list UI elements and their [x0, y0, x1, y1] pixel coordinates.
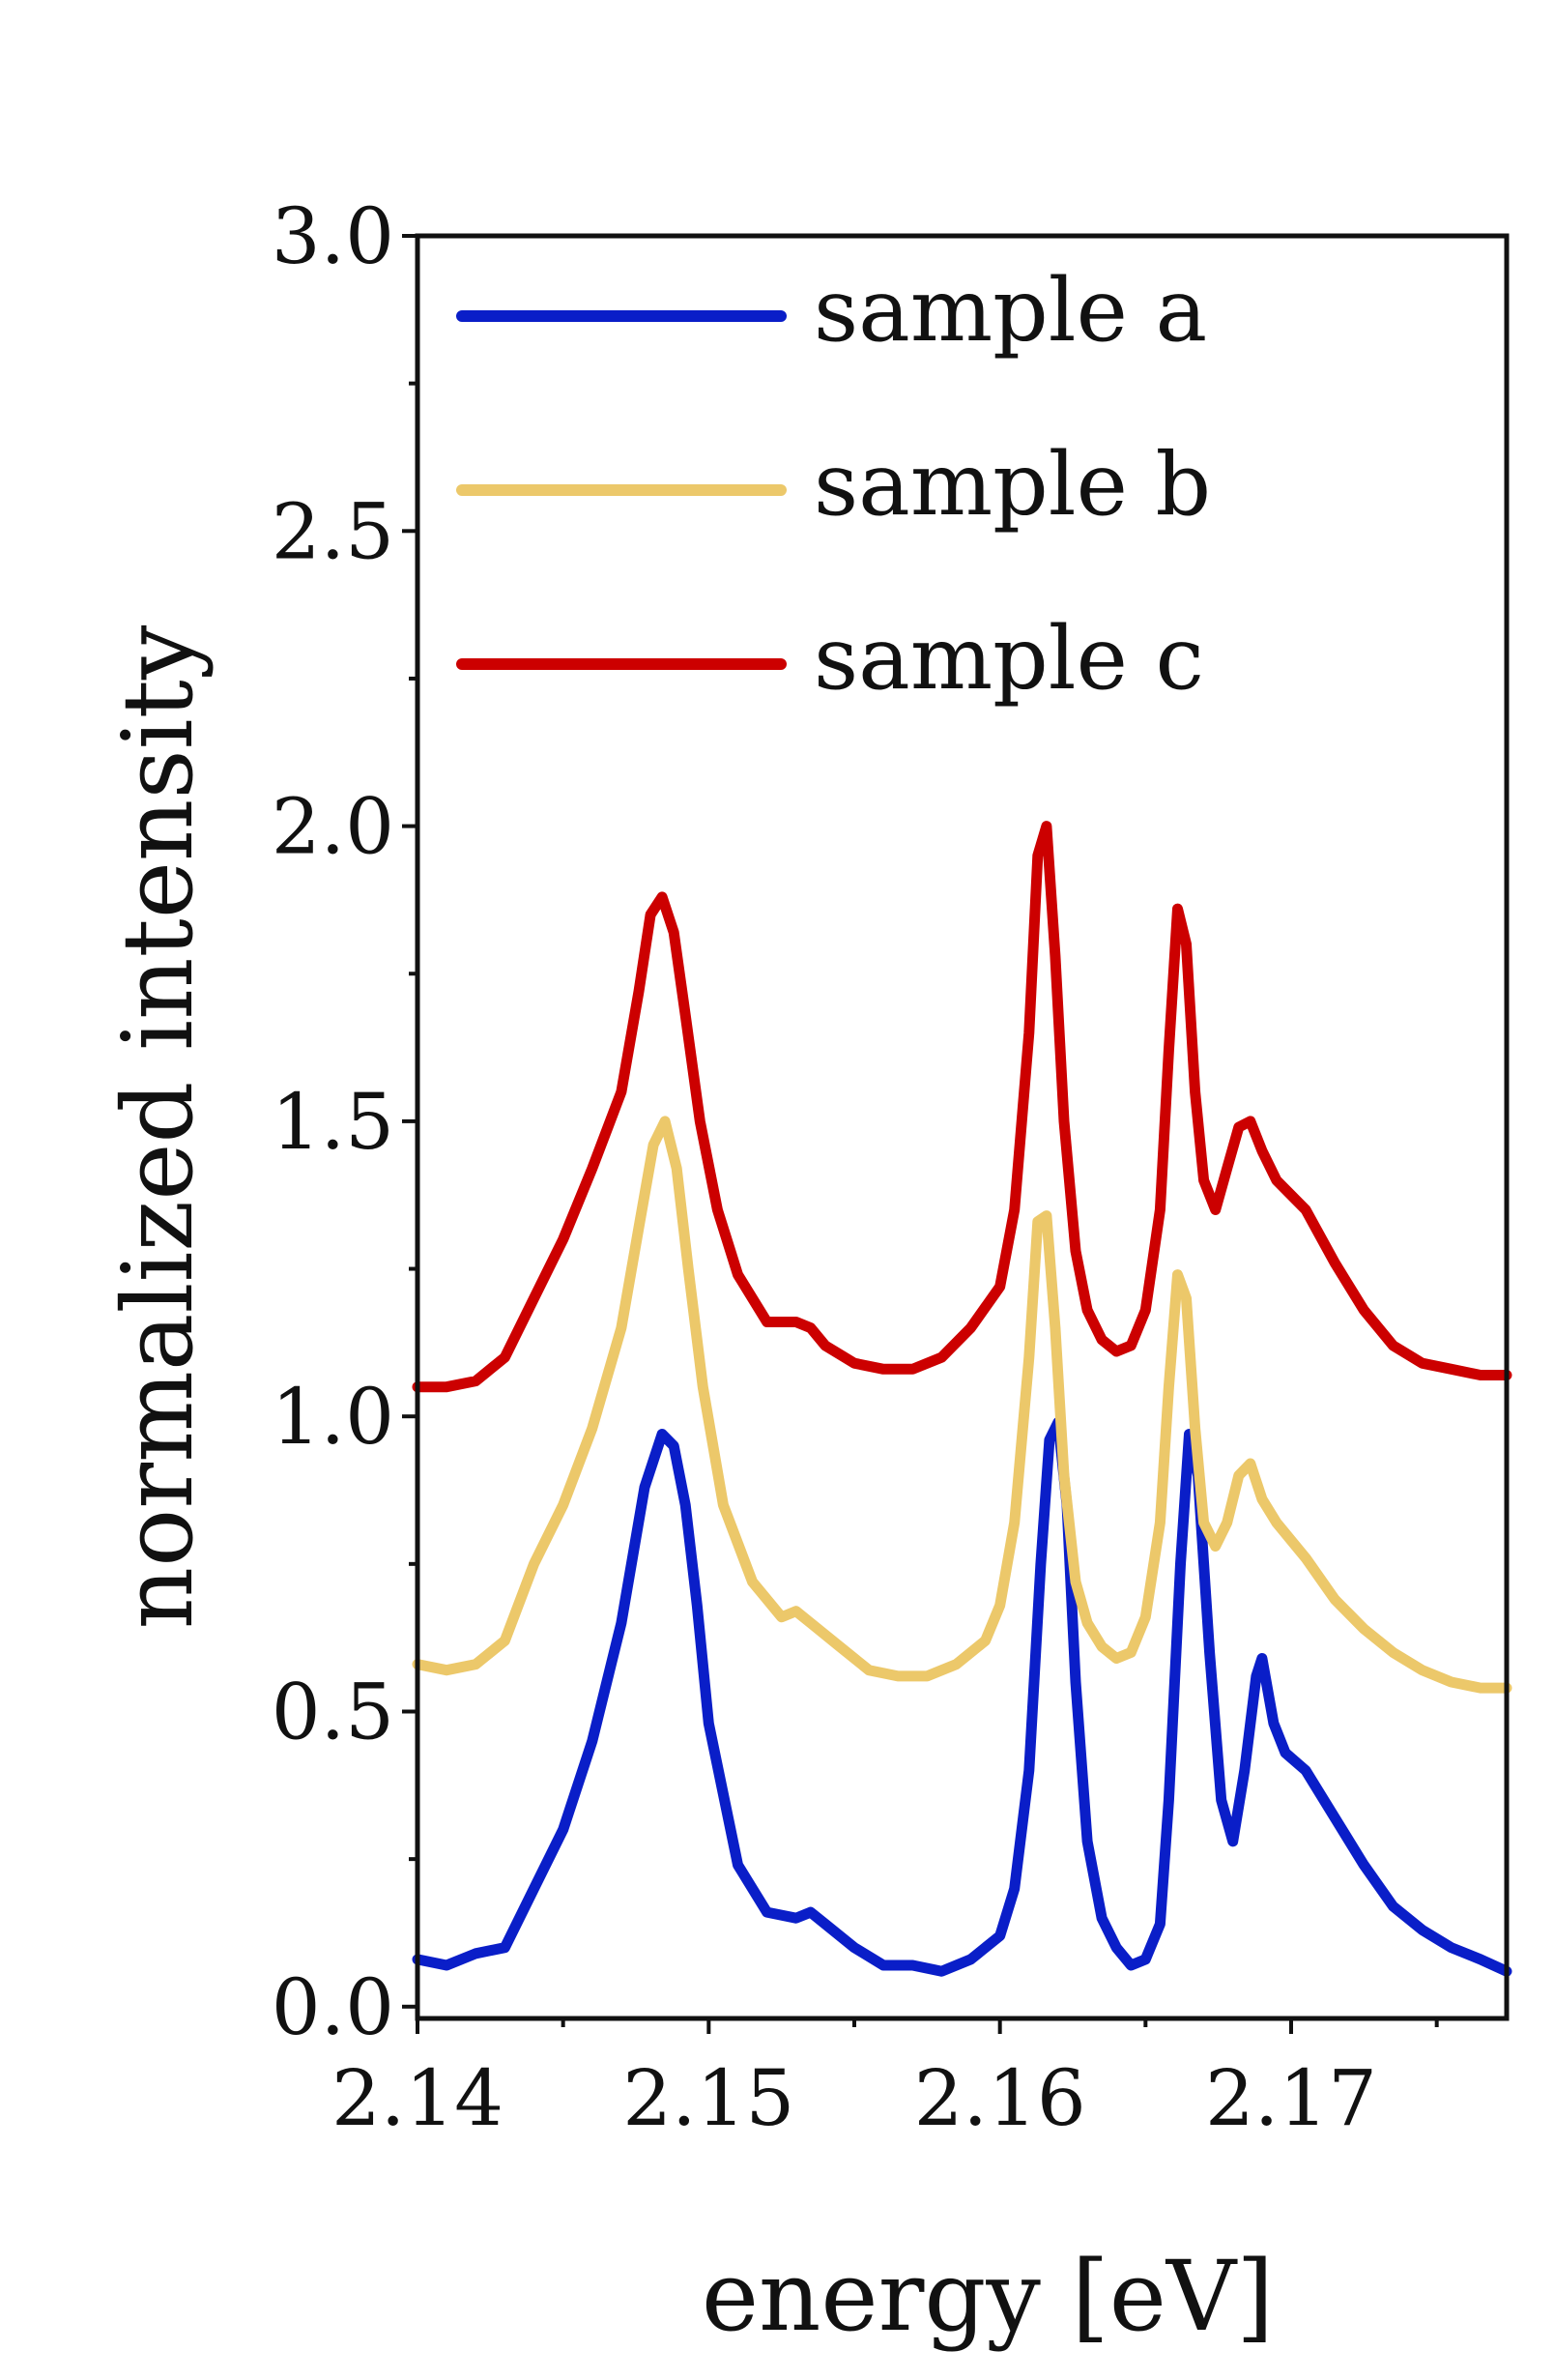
- y-tick-label: 1.5: [272, 1077, 394, 1167]
- y-tick-label: 1.0: [272, 1372, 394, 1462]
- x-axis-title: energy [eV]: [702, 2240, 1274, 2353]
- plot-frame: [415, 233, 1510, 2021]
- series-line-sample-b: [412, 1116, 1512, 1694]
- legend-label: sample c: [814, 608, 1204, 710]
- x-tick-label: 2.14: [331, 2053, 504, 2143]
- x-tick-label: 2.17: [1205, 2053, 1377, 2143]
- series-line-sample-c: [412, 821, 1512, 1393]
- legend-label: sample b: [814, 434, 1211, 536]
- y-tick-label: 2.0: [272, 782, 394, 872]
- x-tick-label: 2.15: [622, 2053, 794, 2143]
- x-axis: 2.14 2.15 2.16 2.17: [331, 2018, 1439, 2143]
- series-line-sample-a: [412, 1416, 1512, 1977]
- y-tick-label: 2.5: [272, 486, 394, 576]
- series-layer: [412, 821, 1512, 1977]
- y-tick-label: 0.5: [272, 1667, 394, 1756]
- legend-label: sample a: [814, 260, 1207, 362]
- y-axis-title: normalized intensity: [101, 624, 215, 1629]
- y-tick-label: 0.0: [272, 1962, 394, 2052]
- x-tick-label: 2.16: [914, 2053, 1086, 2143]
- y-axis: 0.0 0.5 1.0 1.5 2.0 2.5 3.0: [272, 191, 417, 2052]
- legend: sample a sample b sample c: [456, 260, 1211, 710]
- y-tick-label: 3.0: [272, 191, 394, 281]
